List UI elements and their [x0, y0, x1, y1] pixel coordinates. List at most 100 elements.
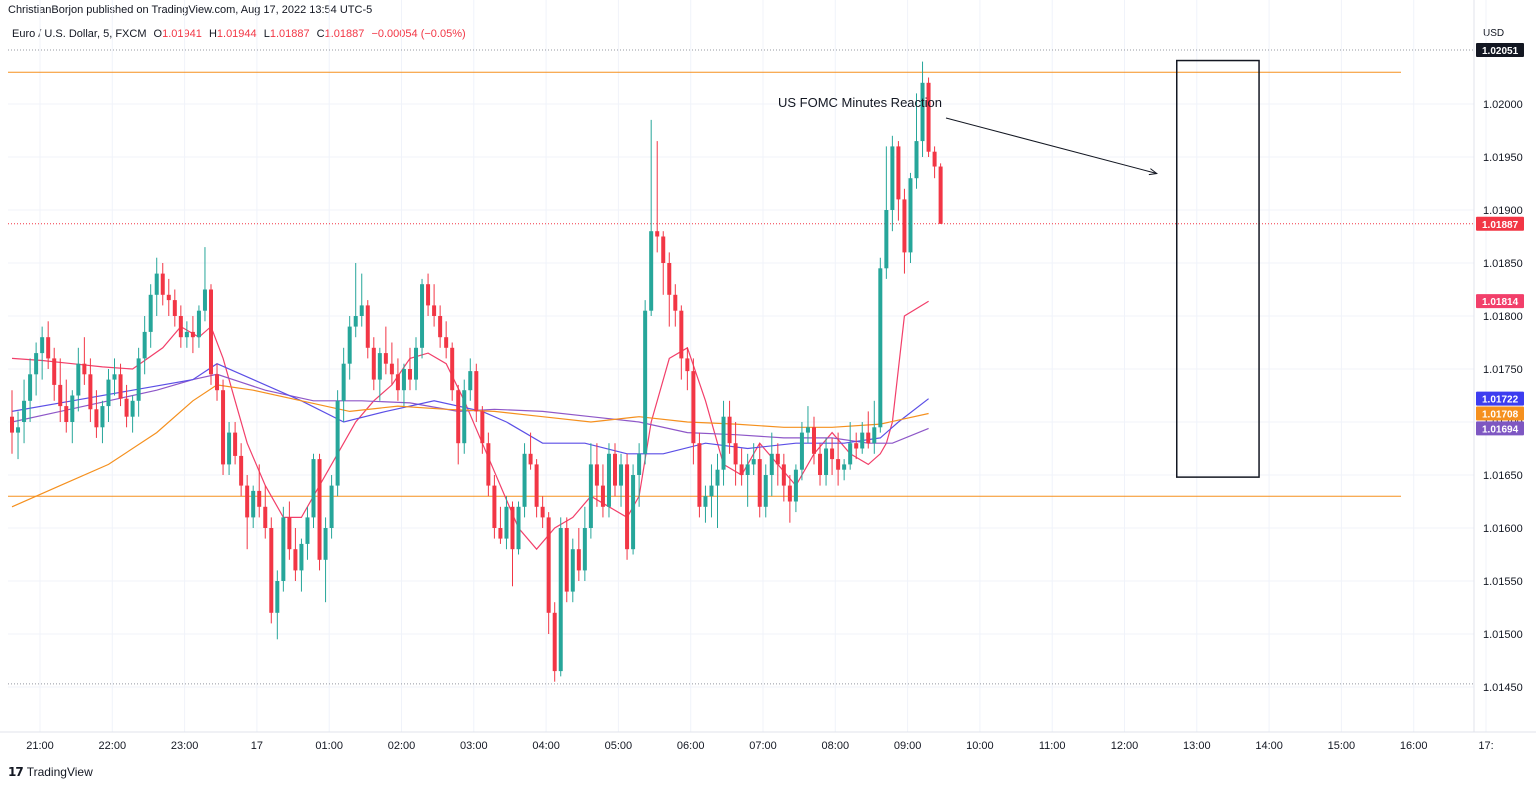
candle	[154, 257, 159, 316]
candle	[227, 422, 232, 475]
candle	[293, 528, 298, 581]
candle-body	[432, 305, 437, 316]
candle	[793, 464, 798, 513]
highlight-box	[1176, 59, 1260, 478]
candle-body	[721, 416, 726, 470]
candle-body	[914, 141, 919, 179]
candle-body	[299, 543, 304, 571]
candle-body	[420, 284, 425, 348]
candle-body	[546, 517, 551, 613]
candle-body	[371, 347, 376, 380]
candle-body	[215, 374, 220, 391]
price-tick-label: 1.01950	[1483, 152, 1523, 164]
time-tick-label: 02:00	[388, 740, 416, 752]
time-tick-label: 14:00	[1255, 740, 1283, 752]
candle-body	[94, 409, 99, 428]
candle-body	[450, 347, 455, 391]
candle	[534, 459, 539, 518]
candle-body	[631, 475, 636, 550]
candle	[317, 453, 322, 571]
candle	[582, 506, 587, 581]
candle	[679, 305, 684, 380]
candle-body	[347, 326, 352, 364]
candle-body	[112, 374, 117, 380]
candle	[299, 538, 304, 592]
candle	[528, 432, 533, 470]
tradingview-footer[interactable]: 17 TradingView	[8, 765, 93, 779]
candle	[172, 289, 177, 327]
candle-body	[691, 371, 696, 444]
price-badge: 1.01722	[1476, 391, 1524, 406]
candle-body	[190, 331, 195, 338]
candle	[269, 517, 274, 624]
candle	[884, 146, 889, 279]
candle-body	[136, 358, 141, 401]
close-label: C	[316, 28, 325, 40]
candle-body	[787, 485, 792, 502]
candle-body	[178, 316, 183, 338]
candle-body	[709, 485, 714, 497]
price-badge: 1.01694	[1476, 421, 1524, 436]
candle	[444, 321, 449, 359]
symbol-legend: Euro / U.S. Dollar, 5, FXCM O1.01941 H1.…	[12, 28, 466, 40]
candle	[251, 485, 256, 528]
price-badge: 1.01708	[1476, 406, 1524, 421]
candle-body	[275, 581, 280, 613]
candle	[377, 347, 382, 401]
candle-body	[896, 146, 901, 200]
candle-body	[606, 453, 611, 507]
candle	[558, 517, 563, 677]
candle	[938, 163, 943, 224]
candle-body	[582, 528, 587, 571]
candle	[148, 284, 153, 348]
candle	[522, 443, 527, 518]
candle-body	[317, 459, 322, 560]
candle	[88, 358, 93, 422]
candle	[860, 422, 865, 454]
candle	[221, 379, 226, 475]
candle-body	[872, 427, 877, 444]
candle	[130, 395, 135, 433]
candle	[395, 358, 400, 401]
candle-body	[22, 400, 27, 422]
candle-body	[697, 443, 702, 507]
candle-body	[142, 331, 147, 359]
candle-body	[88, 374, 93, 410]
candle-body	[335, 400, 340, 486]
candle-body	[269, 528, 274, 613]
candle	[190, 316, 195, 354]
candle	[353, 263, 358, 338]
time-tick-label: 03:00	[460, 740, 488, 752]
candle-body	[667, 263, 672, 295]
candle-body	[498, 528, 503, 539]
candle	[697, 432, 702, 518]
candle-body	[649, 231, 654, 311]
candle-body	[365, 305, 370, 348]
candle-body	[594, 464, 599, 486]
candle	[34, 342, 39, 396]
candle	[70, 390, 75, 444]
price-badge: 1.01887	[1476, 216, 1524, 231]
candle	[715, 453, 720, 528]
candle	[811, 416, 816, 465]
candle	[184, 321, 189, 348]
candle	[401, 363, 406, 407]
candle-body	[257, 490, 262, 507]
candle	[824, 437, 829, 486]
candle	[456, 384, 461, 465]
candle	[691, 358, 696, 465]
candle-body	[890, 146, 895, 210]
candle	[781, 453, 786, 502]
candle	[510, 501, 515, 587]
candle	[842, 459, 847, 481]
candle-body	[727, 416, 732, 444]
candle-body	[824, 448, 829, 475]
candle-body	[836, 459, 841, 470]
candle-body	[552, 612, 557, 672]
candle	[661, 231, 666, 295]
candle	[600, 464, 605, 518]
candle-body	[486, 443, 491, 486]
candle-body	[70, 395, 75, 422]
candle-body	[540, 506, 545, 518]
